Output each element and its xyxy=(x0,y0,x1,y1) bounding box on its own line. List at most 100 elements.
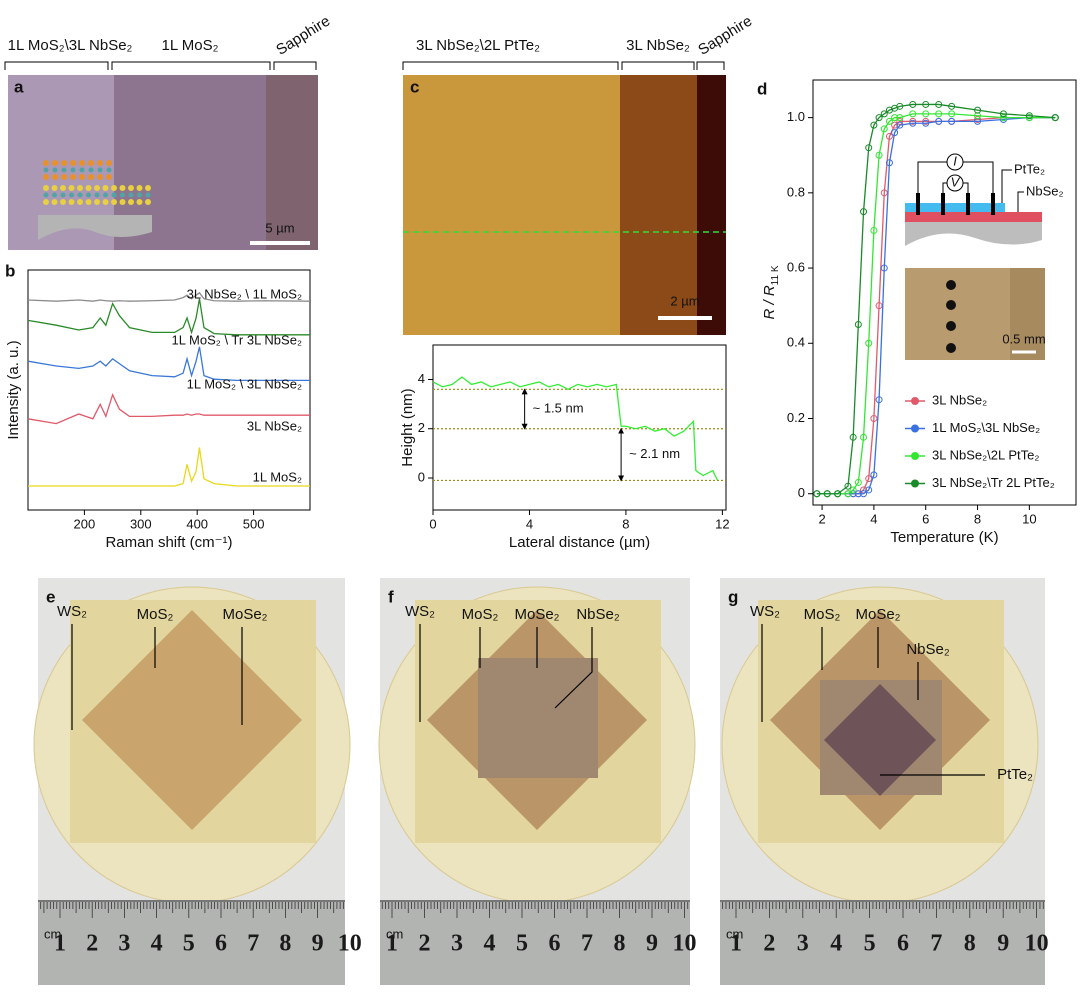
nbse2-layer xyxy=(905,212,1042,222)
ruler-number: 1 xyxy=(730,931,742,957)
atom xyxy=(119,185,126,191)
legend-marker xyxy=(911,424,919,433)
atom xyxy=(106,160,112,166)
x-tick-label: 4 xyxy=(870,511,877,526)
ptte2-layer xyxy=(905,203,1005,212)
ruler-unit: cm xyxy=(726,926,743,941)
data-point xyxy=(813,490,821,498)
atom xyxy=(52,174,58,180)
region-label: 3L NbSe₂ xyxy=(626,37,690,54)
legend-marker xyxy=(911,479,919,488)
data-point xyxy=(860,208,868,216)
x-tick-label: 12 xyxy=(715,516,729,531)
x-tick-label: 2 xyxy=(818,511,825,526)
atom xyxy=(97,160,103,166)
ruler-number: 3 xyxy=(118,931,130,957)
atom xyxy=(60,199,66,205)
ruler-number: 9 xyxy=(997,931,1009,957)
atom xyxy=(60,192,66,198)
y-tick-label: 0 xyxy=(418,469,425,484)
data-point xyxy=(896,121,904,129)
atom xyxy=(128,192,134,198)
ruler-number: 2 xyxy=(763,931,775,957)
atom xyxy=(88,160,94,166)
ruler-unit: cm xyxy=(386,926,403,941)
atom xyxy=(97,167,103,173)
data-point xyxy=(870,121,878,129)
plot-frame xyxy=(812,79,1077,506)
atom xyxy=(85,199,92,205)
legend-marker xyxy=(911,397,919,405)
data-point xyxy=(865,475,873,483)
atom xyxy=(61,174,67,180)
ruler-number: 3 xyxy=(797,931,809,957)
atom xyxy=(111,199,117,205)
data-point xyxy=(860,433,868,441)
material-label: WS₂ xyxy=(57,603,87,620)
data-point xyxy=(823,490,831,498)
data-point xyxy=(974,106,982,114)
ruler-number: 2 xyxy=(86,931,98,957)
data-point xyxy=(935,100,943,108)
ruler-number: 8 xyxy=(614,931,626,957)
data-point xyxy=(854,478,862,486)
data-point xyxy=(870,471,878,479)
data-point xyxy=(880,189,888,197)
material-label: MoS₂ xyxy=(137,606,174,623)
device-photo xyxy=(1010,268,1045,360)
data-point xyxy=(935,110,943,118)
legend-label: 3L NbSe₂\Tr 2L PtTe₂ xyxy=(932,475,1055,490)
atom xyxy=(70,160,76,166)
x-tick-label: 6 xyxy=(922,511,929,526)
material-label: MoSe₂ xyxy=(855,606,900,623)
data-point xyxy=(909,119,917,127)
panel-label: a xyxy=(14,77,24,96)
x-tick-label: 10 xyxy=(1022,511,1036,526)
y-tick-label: 0.8 xyxy=(787,184,805,199)
region-label: 1L MoS₂ xyxy=(162,37,219,54)
atom xyxy=(88,167,94,173)
data-line xyxy=(27,346,310,382)
atom xyxy=(145,192,151,198)
meter xyxy=(946,174,964,192)
data-point xyxy=(1051,114,1059,122)
atom xyxy=(61,160,67,166)
ruler-number: 5 xyxy=(864,931,876,957)
data-point xyxy=(885,132,893,140)
data-point xyxy=(849,433,857,441)
x-tick-label: 300 xyxy=(130,516,152,531)
atom xyxy=(94,192,100,198)
series-label: 1L MoS₂ \ Tr 3L NbSe₂ xyxy=(171,332,302,347)
pointer-line xyxy=(554,627,593,709)
mose2-film xyxy=(82,610,302,830)
atom xyxy=(120,192,125,198)
data-point xyxy=(854,490,862,498)
nbse2-film xyxy=(478,658,598,778)
atom xyxy=(103,192,108,198)
data-point xyxy=(948,102,956,110)
data-point xyxy=(999,114,1007,122)
atom xyxy=(85,185,92,191)
atom xyxy=(43,199,49,205)
data-point xyxy=(875,302,883,310)
y-tick-label: 4 xyxy=(418,371,425,386)
y-tick-label: 1.0 xyxy=(787,109,805,124)
atom xyxy=(61,167,67,173)
ruler-number: 9 xyxy=(312,931,324,957)
data-point xyxy=(844,482,852,490)
substrate xyxy=(38,215,152,240)
electrode xyxy=(916,193,920,215)
data-point xyxy=(880,264,888,272)
data-point xyxy=(844,490,852,498)
atom xyxy=(106,174,112,180)
meter xyxy=(946,153,964,171)
contact-dot xyxy=(946,321,956,331)
panel-label: e xyxy=(46,587,55,606)
electrode xyxy=(991,193,995,215)
series-label: 3L NbSe₂ \ 1L MoS₂ xyxy=(187,286,302,301)
ruler-number: 8 xyxy=(964,931,976,957)
ruler-number: 8 xyxy=(279,931,291,957)
x-tick-label: 0 xyxy=(429,516,436,531)
atom xyxy=(102,199,109,205)
